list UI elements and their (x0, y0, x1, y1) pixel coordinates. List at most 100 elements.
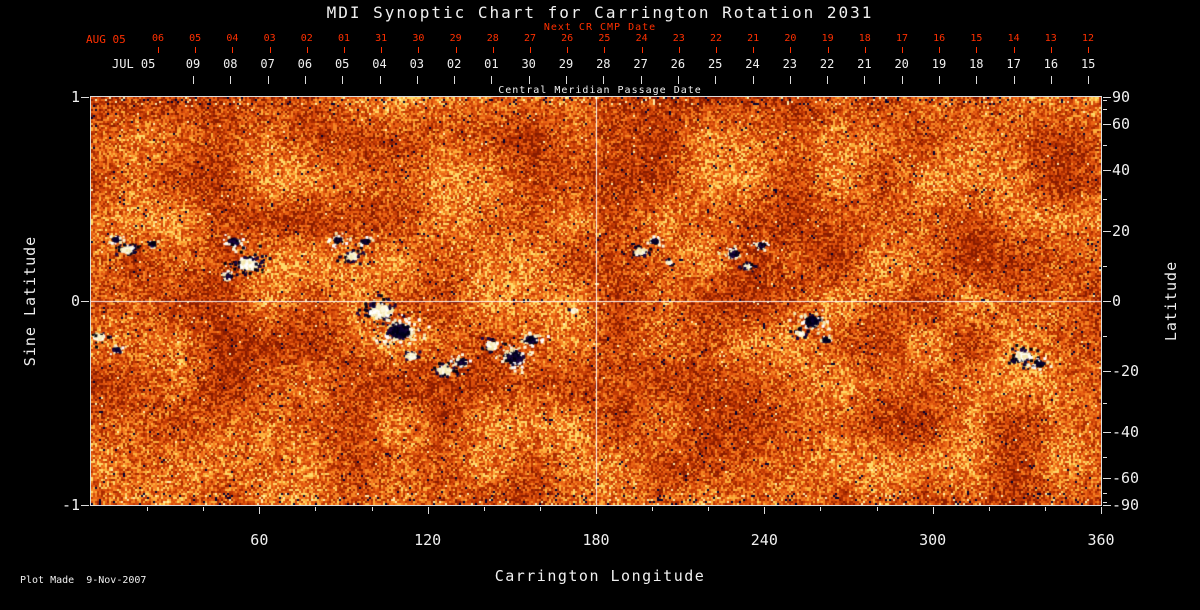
cmp-day-tick-label: 27 (633, 57, 648, 71)
plot-made-timestamp: Plot Made 9-Nov-2007 (20, 575, 147, 586)
next-cr-day-tick-mark (567, 47, 569, 53)
next-cr-day-tick-label: 15 (970, 33, 983, 44)
next-cr-day-tick-label: 24 (635, 33, 648, 44)
cmp-day-tick-mark (267, 76, 269, 84)
cmp-day-tick-mark (193, 76, 194, 84)
cmp-day-tick-label: 22 (819, 57, 835, 71)
latitude-minor-tick-mark (1103, 144, 1107, 146)
longitude-tick-mark (259, 507, 261, 514)
next-cr-day-tick-label: 26 (561, 33, 574, 44)
longitude-tick-label: 180 (582, 531, 610, 549)
next-cr-day-tick-mark (1013, 47, 1015, 53)
next-cr-day-tick-mark (158, 47, 159, 53)
latitude-tick-label: -90 (1112, 496, 1140, 514)
cmp-day-tick-label: 05 (334, 57, 350, 71)
carrington-longitude-axis-label: Carrington Longitude (494, 567, 706, 585)
next-cr-day-tick-label: 16 (933, 33, 946, 44)
cmp-day-tick-label: 08 (223, 57, 238, 71)
latitude-tick-label: -40 (1112, 423, 1140, 442)
cmp-day-tick-label: 29 (558, 57, 574, 71)
next-cr-day-tick-label: 28 (486, 33, 499, 44)
cmp-day-tick-label: 04 (372, 57, 387, 71)
longitude-minor-tick-mark (1044, 507, 1046, 511)
longitude-minor-tick-mark (371, 507, 373, 511)
cmp-day-tick-mark (416, 76, 418, 84)
next-cr-day-tick-label: 19 (821, 33, 834, 44)
latitude-minor-tick-mark (1103, 336, 1107, 338)
next-cr-day-tick-mark (1088, 47, 1089, 53)
cmp-day-tick-label: 30 (521, 57, 536, 71)
next-cr-day-tick-mark (604, 47, 606, 53)
longitude-minor-tick-mark (539, 507, 541, 511)
sine-latitude-tick-label: 0 (70, 292, 80, 310)
latitude-minor-tick-mark (1103, 403, 1107, 404)
sine-latitude-axis-label: Sine Latitude (21, 235, 39, 367)
cmp-day-tick-mark (528, 76, 530, 84)
longitude-tick-mark (932, 507, 934, 514)
cmp-day-tick-label: 25 (707, 57, 723, 71)
next-cr-day-tick-label: 23 (672, 33, 685, 44)
cmp-day-tick-mark (976, 76, 978, 84)
next-cr-day-tick-mark (716, 47, 717, 53)
longitude-tick-label: 120 (414, 531, 442, 549)
cmp-day-tick-label: 01 (484, 57, 499, 71)
latitude-minor-tick-mark (1103, 109, 1107, 111)
cmp-day-tick-mark (715, 76, 717, 84)
latitude-tick-mark (1103, 432, 1111, 434)
cmp-month-label: JUL 05 (112, 57, 156, 71)
longitude-minor-tick-mark (203, 507, 205, 511)
next-cr-day-tick-label: 12 (1081, 33, 1095, 44)
longitude-tick-label: 240 (750, 531, 778, 549)
cmp-day-tick-mark (491, 76, 493, 84)
next-cr-day-tick-label: 14 (1007, 33, 1020, 44)
next-cr-day-tick-mark (492, 47, 494, 53)
next-cr-day-tick-mark (864, 47, 866, 53)
latitude-tick-mark (1103, 505, 1111, 506)
cmp-day-tick-label: 16 (1043, 57, 1059, 71)
next-cr-day-tick-mark (269, 47, 271, 53)
next-cr-day-tick-mark (530, 47, 531, 53)
central-meridian-passage-date-axis-label: Central Meridian Passage Date (498, 85, 702, 96)
cmp-day-tick-label: 09 (185, 57, 201, 71)
longitude-minor-tick-mark (315, 507, 317, 511)
next-cr-day-tick-mark (753, 47, 755, 53)
latitude-tick-mark (1103, 169, 1111, 171)
next-cr-day-tick-mark (344, 47, 345, 53)
cmp-day-tick-mark (1088, 76, 1090, 84)
next-cr-day-tick-mark (939, 47, 941, 53)
longitude-tick-label: 360 (1087, 531, 1115, 549)
next-cr-day-tick-label: 29 (449, 33, 462, 44)
cmp-day-tick-label: 06 (297, 57, 313, 71)
next-cr-day-tick-label: 27 (523, 33, 537, 44)
next-cr-day-tick-mark (455, 47, 457, 53)
sine-latitude-tick-label: 1 (70, 88, 80, 106)
sine-latitude-tick-label: -1 (61, 496, 80, 514)
next-cr-day-tick-mark (381, 47, 383, 53)
latitude-tick-mark (1103, 97, 1111, 98)
next-cr-day-tick-label: 22 (709, 33, 723, 44)
latitude-tick-mark (1103, 231, 1111, 233)
latitude-tick-label: 20 (1112, 222, 1131, 241)
cmp-day-tick-mark (342, 76, 344, 84)
next-cr-day-tick-label: 05 (189, 33, 202, 44)
cmp-day-tick-label: 07 (260, 57, 275, 71)
cmp-day-tick-mark (1013, 76, 1015, 84)
cmp-day-tick-label: 19 (931, 57, 947, 71)
next-cr-day-tick-label: 20 (784, 33, 797, 44)
latitude-minor-tick-mark (1103, 501, 1107, 503)
sine-latitude-tick-mark (81, 97, 89, 98)
cmp-day-tick-mark (640, 76, 642, 84)
latitude-tick-mark (1103, 477, 1111, 479)
longitude-tick-mark (596, 507, 597, 514)
latitude-tick-label: 40 (1112, 160, 1131, 179)
longitude-minor-tick-mark (820, 507, 822, 511)
longitude-tick-mark (427, 507, 429, 514)
next-cr-day-tick-label: 03 (263, 33, 276, 44)
cmp-day-tick-mark (901, 76, 903, 84)
chart-title: MDI Synoptic Chart for Carrington Rotati… (326, 3, 874, 22)
cmp-day-tick-label: 26 (670, 57, 686, 71)
cmp-day-tick-mark (1050, 76, 1052, 84)
longitude-tick-label: 300 (919, 531, 947, 549)
next-cr-day-tick-label: 04 (226, 33, 239, 44)
cmp-day-tick-label: 17 (1006, 57, 1021, 71)
